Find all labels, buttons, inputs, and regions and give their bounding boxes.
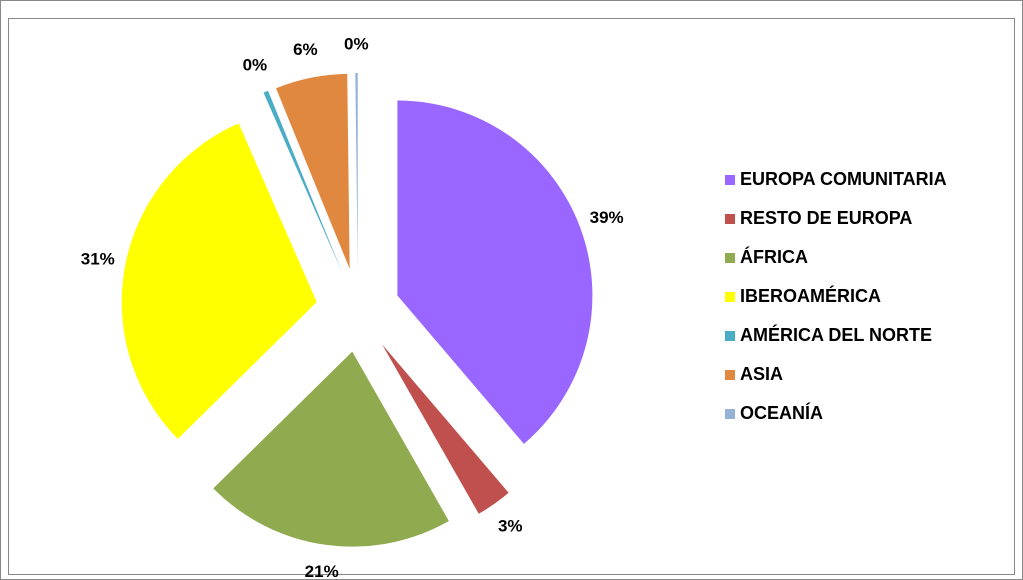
pie-slice: [397, 100, 593, 444]
legend-label: OCEANÍA: [740, 402, 823, 423]
pie-slice: [263, 90, 342, 272]
legend-label: ASIA: [740, 364, 783, 384]
legend-swatch: [725, 292, 735, 302]
pie-slice: [382, 344, 509, 514]
legend-label: RESTO DE EUROPA: [740, 208, 912, 228]
legend-swatch: [725, 409, 735, 419]
pie-slice: [276, 73, 350, 269]
pie-slice: [213, 351, 449, 547]
legend-label: EUROPA COMUNITARIA: [740, 169, 947, 189]
legend-label: ÁFRICA: [740, 246, 808, 267]
legend-label: AMÉRICA DEL NORTE: [740, 324, 932, 345]
data-label: 3%: [498, 516, 523, 535]
legend-swatch: [725, 370, 735, 380]
legend-swatch: [725, 331, 735, 341]
data-label: 31%: [81, 249, 115, 268]
legend-swatch: [725, 214, 735, 224]
data-label: 21%: [305, 562, 339, 580]
legend-swatch: [725, 175, 735, 185]
data-label: 39%: [590, 208, 624, 227]
data-label: 0%: [243, 55, 268, 74]
legend-label: IBEROAMÉRICA: [740, 285, 881, 306]
pie-slice: [121, 123, 317, 439]
data-label: 0%: [344, 34, 369, 53]
pie-slice: [355, 73, 358, 269]
legend-swatch: [725, 253, 735, 263]
data-label: 6%: [293, 40, 318, 59]
